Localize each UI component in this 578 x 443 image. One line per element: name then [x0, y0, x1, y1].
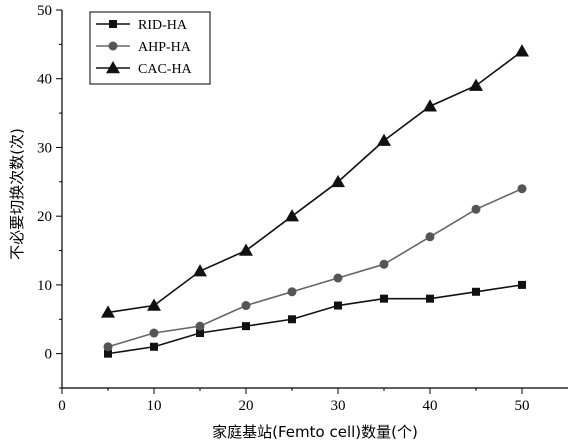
y-tick-label: 50	[37, 3, 52, 19]
series-group	[101, 44, 529, 358]
legend-marker	[108, 41, 118, 51]
data-point	[423, 99, 437, 112]
data-point	[285, 209, 299, 222]
data-point	[380, 294, 388, 303]
x-tick-label: 0	[58, 398, 66, 414]
data-point	[242, 322, 250, 331]
legend-label: RID-HA	[138, 18, 188, 33]
y-axis-label: 不必要切换次数(次)	[8, 128, 26, 260]
y-tick-label: 0	[45, 347, 53, 363]
data-point	[103, 342, 113, 352]
x-tick-label: 30	[331, 398, 346, 414]
data-point	[288, 315, 296, 324]
data-point	[150, 342, 158, 351]
legend-marker	[109, 20, 117, 28]
data-point	[101, 305, 115, 318]
y-tick-label: 10	[37, 278, 52, 294]
data-point	[518, 280, 526, 289]
series-line	[107, 284, 523, 355]
legend-label: CAC-HA	[138, 62, 193, 77]
data-point	[147, 298, 161, 311]
x-axis-label: 家庭基站(Femto cell)数量(个)	[212, 423, 418, 441]
x-tick-label: 10	[147, 398, 162, 414]
y-tick-label: 20	[37, 209, 52, 225]
x-tick-label: 50	[515, 398, 530, 414]
data-point	[193, 264, 207, 277]
data-point	[472, 287, 480, 296]
data-point	[425, 232, 435, 242]
data-point	[149, 328, 159, 338]
x-tick-label: 40	[423, 398, 438, 414]
y-tick-label: 40	[37, 72, 52, 88]
data-point	[515, 44, 529, 57]
legend-label: AHP-HA	[138, 40, 192, 55]
data-point	[517, 184, 527, 194]
data-point	[334, 301, 342, 310]
legend-marker	[106, 61, 120, 74]
data-point	[331, 174, 345, 188]
y-tick-label: 30	[37, 140, 52, 156]
series-line	[107, 187, 523, 348]
data-point	[196, 329, 204, 338]
data-point	[287, 287, 297, 297]
x-tick-label: 20	[239, 398, 254, 414]
data-point	[333, 273, 343, 283]
data-point	[469, 78, 483, 91]
data-point	[379, 259, 389, 269]
data-point	[426, 294, 434, 303]
series-line	[107, 50, 523, 314]
series-ahp-ha	[103, 184, 527, 352]
series-rid-ha	[104, 280, 526, 358]
legend: RID-HA AHP-HA CAC-HA	[89, 11, 211, 85]
series-cac-ha	[101, 44, 529, 318]
data-point	[104, 349, 112, 358]
data-point	[239, 243, 253, 256]
data-point	[471, 204, 481, 214]
data-point	[195, 321, 205, 331]
data-point	[377, 133, 391, 146]
axes: 0 10 20 30 40 50 0 10 20 30 40 50	[37, 3, 568, 414]
data-point	[241, 301, 251, 311]
